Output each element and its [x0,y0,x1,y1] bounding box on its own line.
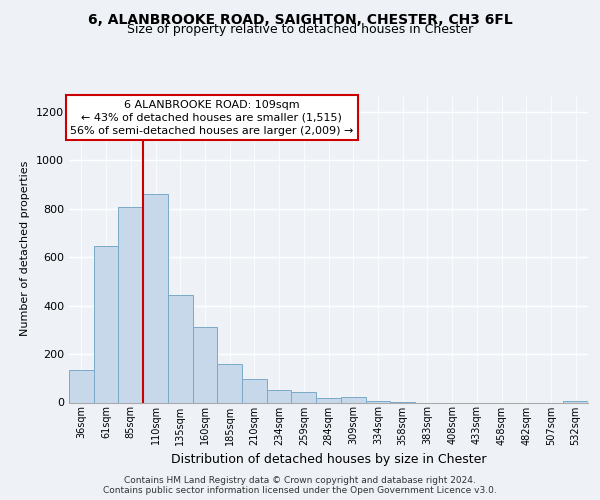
Bar [365,400,390,402]
Y-axis label: Number of detached properties: Number of detached properties [20,161,31,336]
Bar [267,390,292,402]
Bar [143,194,168,402]
Bar [94,246,118,402]
Bar [217,364,242,403]
X-axis label: Distribution of detached houses by size in Chester: Distribution of detached houses by size … [171,453,486,466]
Bar [193,328,217,402]
Text: 6 ALANBROOKE ROAD: 109sqm
← 43% of detached houses are smaller (1,515)
56% of se: 6 ALANBROOKE ROAD: 109sqm ← 43% of detac… [70,100,353,136]
Bar [341,397,365,402]
Bar [316,398,341,402]
Text: 6, ALANBROOKE ROAD, SAIGHTON, CHESTER, CH3 6FL: 6, ALANBROOKE ROAD, SAIGHTON, CHESTER, C… [88,12,512,26]
Bar [292,392,316,402]
Text: Size of property relative to detached houses in Chester: Size of property relative to detached ho… [127,22,473,36]
Bar [69,370,94,402]
Bar [118,207,143,402]
Bar [242,380,267,402]
Bar [168,295,193,403]
Text: Contains HM Land Registry data © Crown copyright and database right 2024.
Contai: Contains HM Land Registry data © Crown c… [103,476,497,495]
